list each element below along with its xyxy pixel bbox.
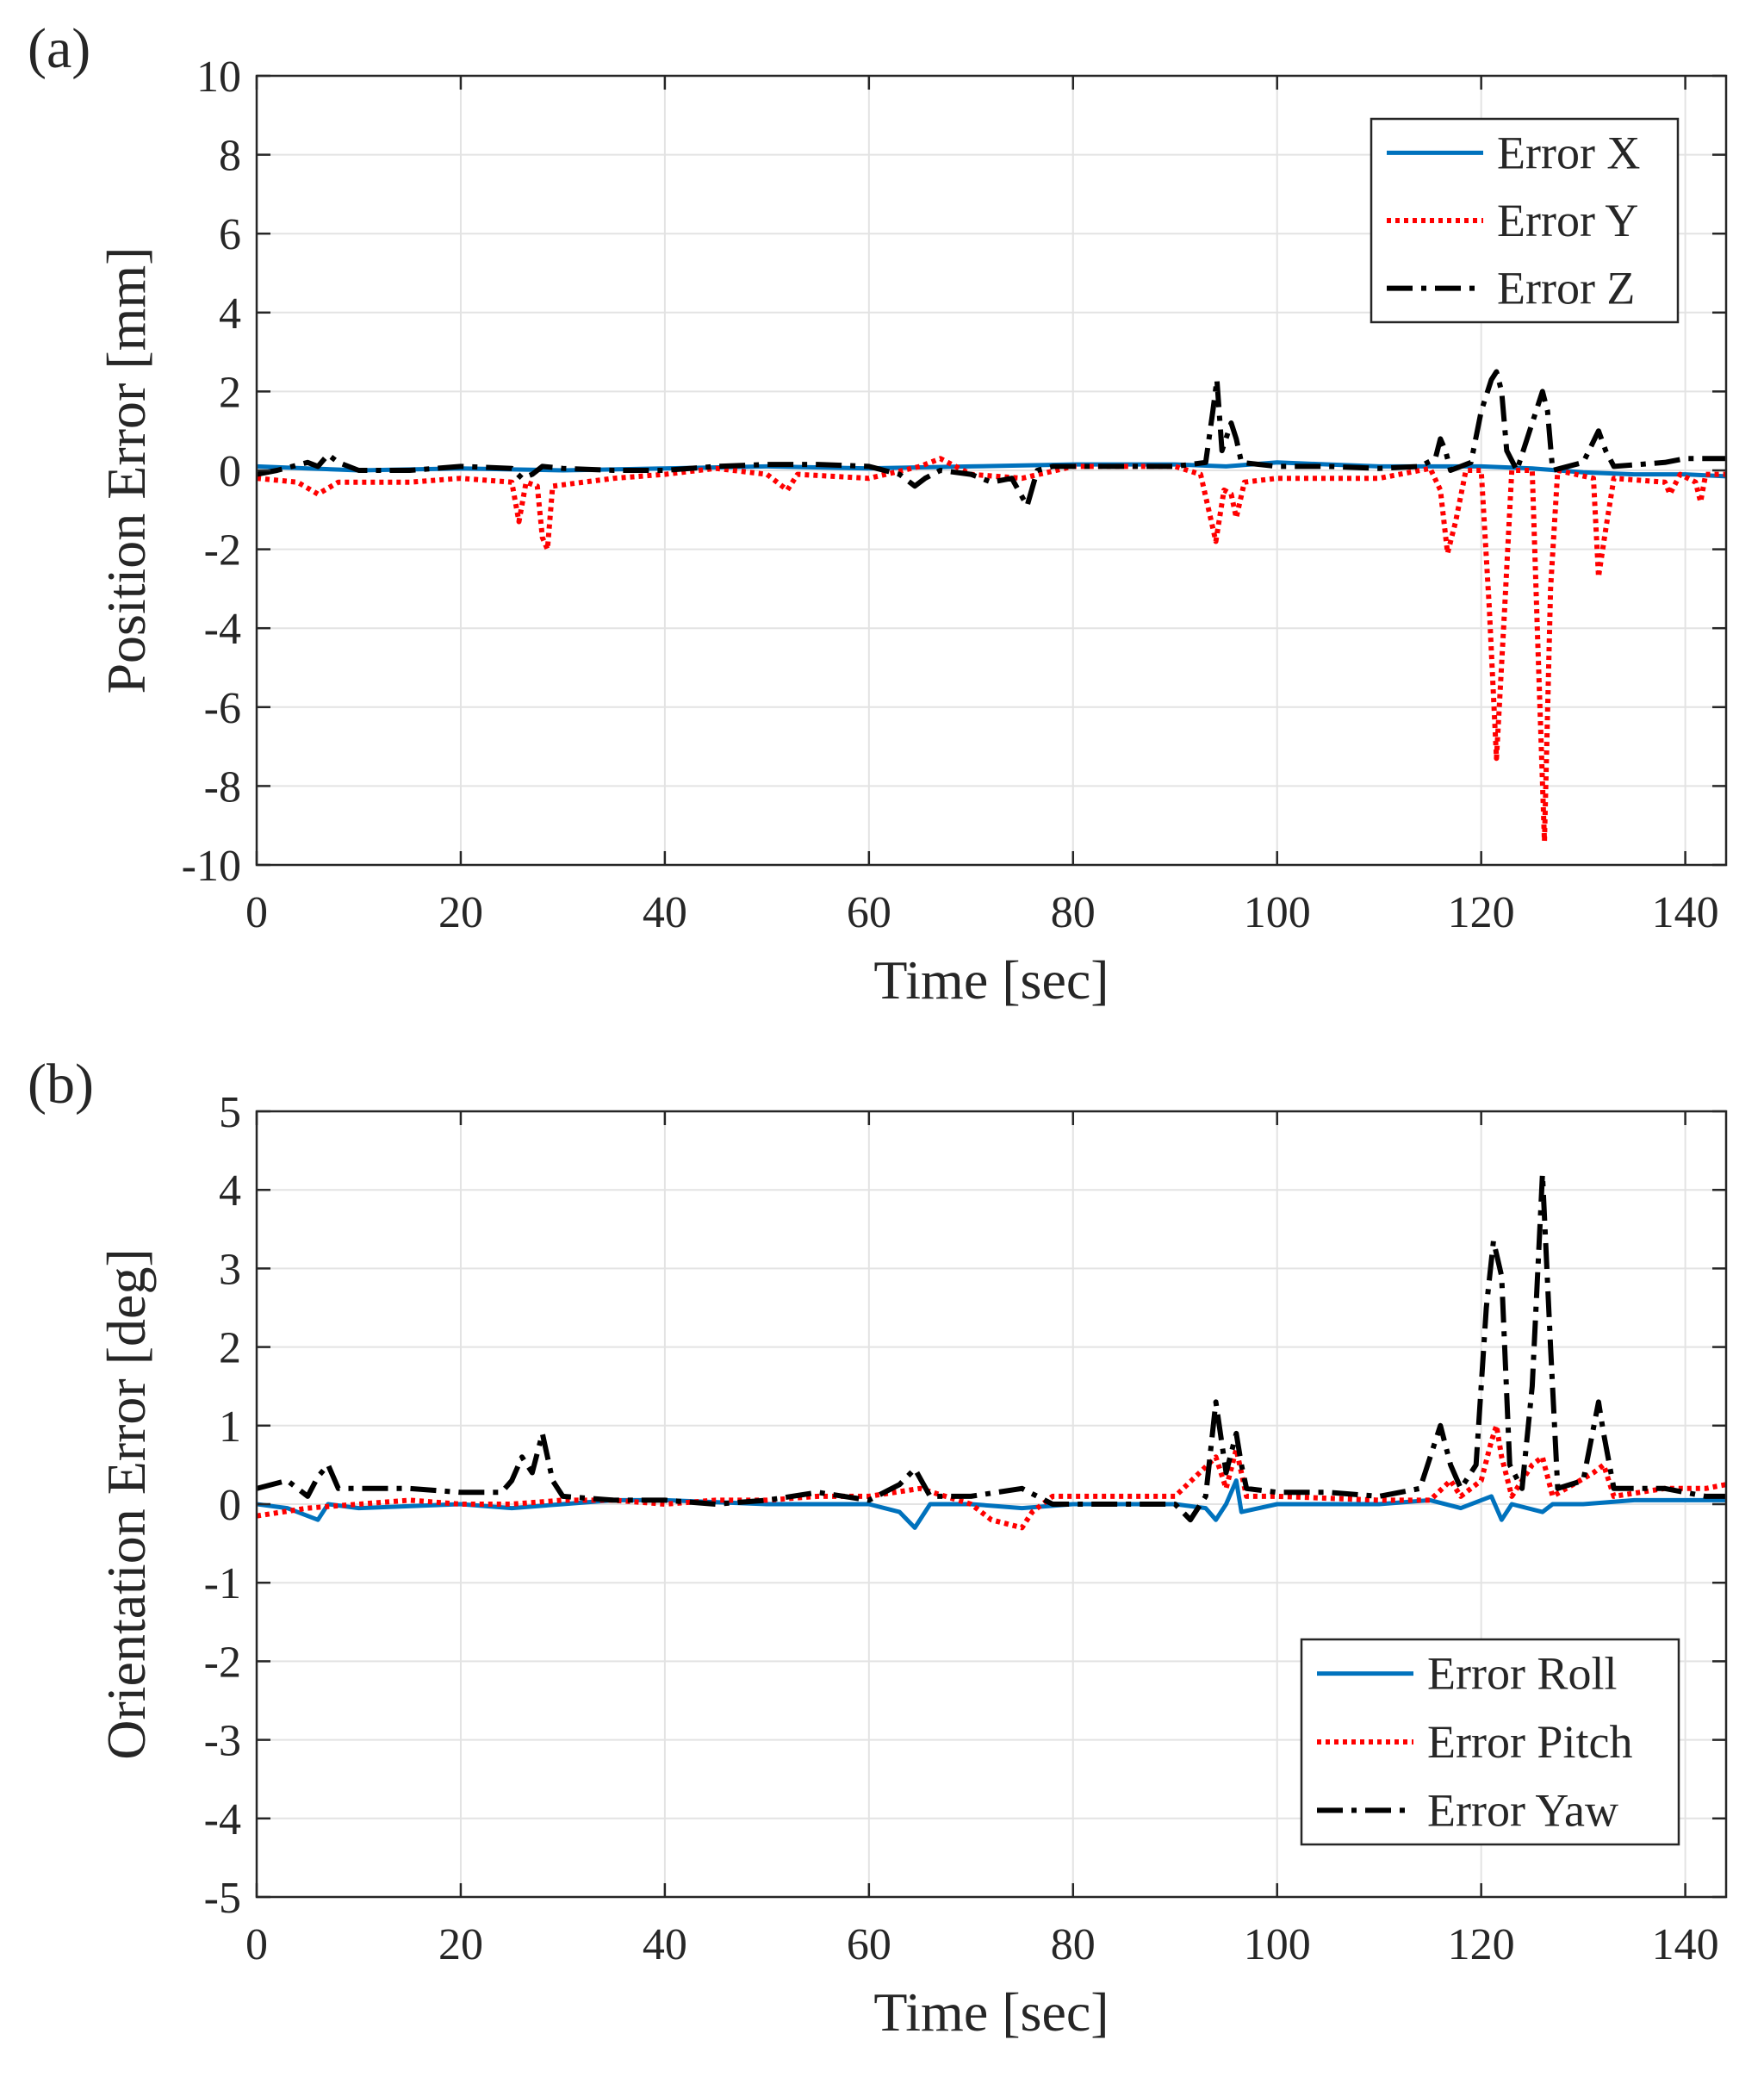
y-tick-label: 4 bbox=[219, 1166, 241, 1216]
y-tick-label: -4 bbox=[204, 1795, 241, 1844]
y-tick-label: 8 bbox=[219, 132, 241, 181]
y-axis-label: Position Error [mm] bbox=[96, 246, 157, 693]
y-tick-label: -10 bbox=[182, 842, 241, 891]
y-tick-label: -2 bbox=[204, 1638, 241, 1687]
series-line-error-yaw bbox=[257, 1172, 1726, 1523]
x-tick-label: 140 bbox=[1652, 1920, 1719, 1969]
y-tick-label: 10 bbox=[196, 53, 241, 102]
y-tick-label: -2 bbox=[204, 526, 241, 575]
x-tick-label: 40 bbox=[643, 888, 687, 937]
x-axis-label: Time [sec] bbox=[873, 949, 1109, 1011]
panel-label: (a) bbox=[28, 17, 90, 80]
series-line-error-pitch bbox=[257, 1422, 1726, 1531]
x-tick-label: 60 bbox=[847, 1920, 891, 1969]
legend-label: Error Y bbox=[1497, 195, 1638, 246]
panel-position-error: 0 20 40 60 80 100 120 1401086420-2-4-6-8-10Time… bbox=[28, 17, 1728, 1011]
series-group bbox=[257, 369, 1726, 844]
y-tick-label: 0 bbox=[219, 447, 241, 496]
x-tick-label: 100 bbox=[1244, 1920, 1311, 1969]
x-tick-label: 40 bbox=[643, 1920, 687, 1969]
x-axis-label: Time [sec] bbox=[873, 1981, 1109, 2043]
x-tick-label: 0 bbox=[245, 1920, 268, 1969]
legend: Error Roll Error Pitch Error Yaw bbox=[1300, 1638, 1680, 1846]
legend: Error X Error Y Error Z bbox=[1370, 117, 1680, 324]
x-tick-label: 80 bbox=[1051, 1920, 1096, 1969]
y-tick-label: -6 bbox=[204, 684, 241, 733]
y-tick-label: 4 bbox=[219, 289, 241, 339]
legend-label: Error Z bbox=[1497, 263, 1635, 314]
y-tick-label: 0 bbox=[219, 1481, 241, 1530]
series-line-error-z bbox=[257, 369, 1726, 509]
x-tick-label: 20 bbox=[438, 888, 483, 937]
panel-orientation-error: 0 20 40 60 80 100 120 140 5 4 3 2 1 0 -1 -2 -3 -4 -5 Time [… bbox=[28, 1053, 1728, 2043]
x-tick-label: 120 bbox=[1448, 888, 1515, 937]
x-tick-label: 0 bbox=[245, 888, 268, 937]
y-tick-label: 1 bbox=[219, 1403, 241, 1452]
legend-label: Error X bbox=[1497, 127, 1640, 178]
x-tick-label: 140 bbox=[1652, 888, 1719, 937]
y-tick-label: 3 bbox=[219, 1245, 241, 1294]
x-tick-label: 80 bbox=[1051, 888, 1096, 937]
y-tick-label: -4 bbox=[204, 605, 241, 654]
series-line-error-y bbox=[257, 456, 1726, 844]
y-tick-label: 2 bbox=[219, 368, 241, 417]
y-tick-label: -3 bbox=[204, 1717, 241, 1766]
legend-label: Error Roll bbox=[1427, 1648, 1617, 1700]
y-axis-label: Orientation Error [deg] bbox=[96, 1248, 157, 1760]
y-tick-label: 6 bbox=[219, 210, 241, 259]
y-tick-label: -8 bbox=[204, 762, 241, 812]
y-tick-label: -1 bbox=[204, 1559, 241, 1608]
y-tick-label: -5 bbox=[204, 1874, 241, 1923]
panel-label: (b) bbox=[28, 1053, 94, 1116]
y-tick-label: 5 bbox=[219, 1088, 241, 1137]
series-group bbox=[257, 1172, 1726, 1531]
x-tick-label: 20 bbox=[438, 1920, 483, 1969]
x-tick-label: 100 bbox=[1244, 888, 1311, 937]
x-tick-label: 120 bbox=[1448, 1920, 1515, 1969]
x-tick-label: 60 bbox=[847, 888, 891, 937]
legend-label: Error Pitch bbox=[1427, 1716, 1632, 1768]
legend-label: Error Yaw bbox=[1427, 1784, 1618, 1836]
y-tick-label: 2 bbox=[219, 1324, 241, 1373]
